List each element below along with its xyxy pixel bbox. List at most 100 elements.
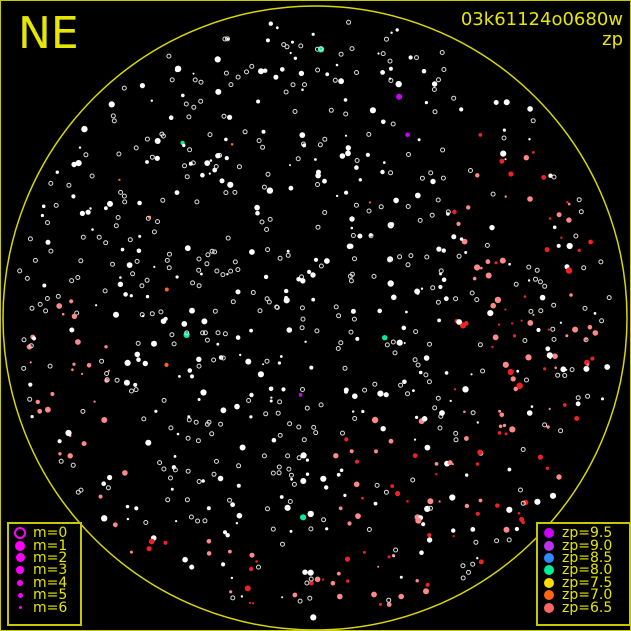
star-marker [261,129,266,134]
star-marker [371,273,377,279]
star-marker [145,294,150,299]
star-marker [277,255,283,261]
star-marker [171,341,177,347]
zp-legend-item: zp=9.0 [542,539,625,553]
star-marker [349,46,355,52]
star-marker [403,342,406,344]
star-marker [464,503,470,509]
star-marker [332,77,338,83]
star-marker [447,460,453,466]
star-marker [283,89,289,95]
star-marker [164,257,170,263]
star-marker [324,485,329,490]
star-marker [391,294,397,301]
star-marker [421,416,428,422]
star-marker [344,190,349,195]
star-marker [599,318,605,324]
star-marker [459,322,467,329]
star-marker [562,403,567,407]
star-marker [232,189,238,195]
star-marker [286,327,293,333]
star-marker [606,295,612,301]
star-marker [276,464,282,470]
star-marker [163,540,168,545]
star-marker [227,497,232,503]
star-marker [566,242,573,250]
star-marker [184,497,190,503]
star-marker [592,330,599,336]
star-marker [396,93,403,100]
image-title: 03k61124o0680w zp [461,10,623,50]
plot-mode: zp [602,29,623,50]
star-marker [245,358,252,365]
star-marker [459,237,464,241]
star-marker [497,431,502,435]
zp-color-icon [542,602,556,613]
star-marker [552,225,557,230]
star-marker [230,299,236,305]
star-marker [362,387,368,393]
star-marker [428,505,433,511]
star-marker [298,393,303,397]
star-marker [148,538,155,545]
star-marker [154,138,161,144]
zp-label: zp=8.5 [562,549,613,566]
star-marker [322,136,328,142]
star-marker [221,113,227,119]
star-marker [355,336,360,341]
star-marker [311,424,317,430]
star-marker [226,273,229,276]
star-marker [314,158,317,161]
star-marker [474,264,481,271]
star-marker [494,296,502,304]
star-marker [85,209,91,215]
star-marker [249,328,254,333]
star-marker [398,593,405,600]
star-marker [526,264,532,270]
zp-color-icon [542,528,556,539]
zp-legend: zp=9.5 zp=9.0 zp=8.5 zp=8.0 zp=7.5 zp=7.0 zp=6… [536,522,631,626]
star-marker [464,251,468,254]
star-marker [47,363,53,369]
star-marker [236,483,241,488]
star-marker [161,397,167,403]
star-marker [567,202,571,206]
star-marker [530,405,534,408]
star-marker [508,262,511,266]
star-marker [255,210,260,216]
star-marker [371,591,377,598]
star-marker [465,473,469,477]
star-marker [72,362,76,366]
star-marker [338,340,344,346]
star-marker [543,367,547,371]
star-marker [509,426,516,433]
star-marker [406,500,409,503]
magnitude-marker-icon [13,592,27,598]
star-marker [565,267,573,274]
star-marker [188,514,194,520]
star-marker [393,197,399,204]
star-marker [296,277,301,282]
star-marker [110,113,116,119]
star-marker [168,475,173,481]
star-marker [264,227,270,232]
star-marker [439,50,445,55]
star-marker [287,499,293,504]
star-marker [289,529,293,533]
star-marker [285,453,291,459]
star-marker [80,408,86,414]
star-marker [514,526,520,532]
star-marker [229,590,233,594]
star-marker [21,337,27,343]
star-marker [166,53,172,59]
star-marker [197,398,201,401]
star-marker [230,143,234,146]
zp-color-icon [542,590,556,601]
star-marker [366,131,372,137]
star-marker [507,467,512,472]
star-marker [604,364,611,370]
star-marker [265,247,271,253]
star-marker [380,426,386,432]
star-marker [246,398,252,403]
star-marker [381,119,386,125]
